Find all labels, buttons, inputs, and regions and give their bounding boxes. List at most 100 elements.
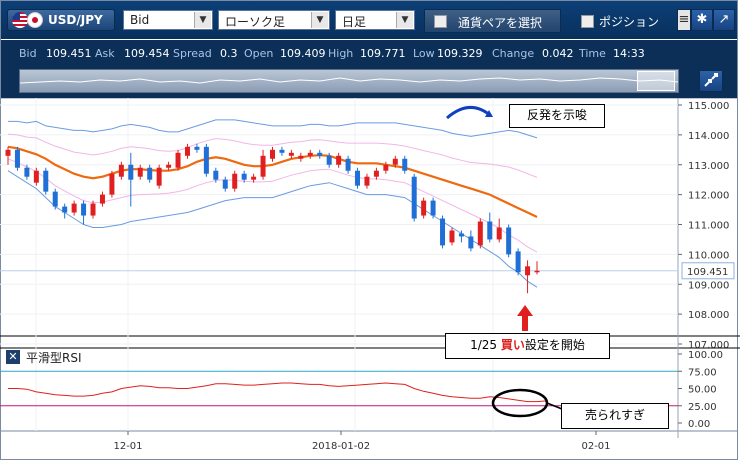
candle-body [307,152,313,156]
position-checkbox[interactable] [581,15,594,28]
timeframe-select[interactable]: 日足 ▼ [335,10,415,30]
candle-body [392,158,398,165]
candle-body [421,200,427,216]
candle-body [184,146,190,156]
candle-body [336,155,342,165]
price-type-value: Bid [130,13,150,27]
buy-callout: 1/25 買い設定を開始 [445,333,610,359]
change-label: Change [492,47,535,60]
chart-type-value: ローソク足 [225,15,286,29]
oversold-circle [491,388,549,418]
reversal-text: 反発を示唆 [526,108,587,122]
time-label: Time [579,47,606,60]
candle-body [81,203,87,216]
candle-body [449,230,455,243]
currency-pair-button[interactable]: USD/JPY [7,9,115,31]
candle-body [326,155,332,165]
candle-body [232,173,238,189]
candle-body [222,179,228,189]
candle-body [534,270,540,273]
candle-body [109,173,115,195]
candle-body [24,167,30,177]
rsi-tick-label: 50.00 [688,385,717,396]
ask-label: Ask [95,47,115,60]
bid-label: Bid [19,47,37,60]
candle-body [99,194,105,204]
candle-body [468,236,474,249]
oversold-text: 売られすぎ [584,408,645,422]
candle-body [213,170,219,180]
select-pair-button[interactable]: 通貨ペアを選択 [424,9,561,33]
price-tick-label: 108.000 [688,310,729,321]
reversal-callout: 反発を示唆 [509,104,605,128]
candle-body [364,176,370,186]
date-tick-label: 12-01 [113,441,142,452]
spread-value: 0.3 [220,47,238,60]
rsi-tick-label: 25.00 [688,402,717,413]
high-label: High [328,47,354,60]
popout-icon[interactable]: ↗ [713,9,735,31]
rsi-label: 平滑型RSI [26,351,82,365]
reversal-arrowhead [485,110,493,117]
chevron-down-icon: ▼ [194,12,211,28]
high-value: 109.771 [360,47,406,60]
rsi-tick-label: 0.00 [688,419,710,430]
price-tick-label: 111.000 [688,221,729,232]
reversal-arc [446,106,492,120]
jp-flag-icon [27,12,43,28]
candle-body [411,176,417,219]
candle-body [279,149,285,153]
rsi-panel: 100.00 75.00 50.00 25.00 0.00 [0,350,723,430]
candle-body [525,266,531,276]
range-navigator [1,66,737,98]
bid-value: 109.451 [46,47,92,60]
candles [5,143,540,294]
open-value: 109.409 [280,47,326,60]
candle-body [241,173,247,180]
candle-body [383,164,389,171]
navigator-window[interactable] [637,71,675,91]
currency-pair-label: USD/JPY [48,13,103,27]
open-label: Open [244,47,274,60]
buy-suffix-text: 設定を開始 [524,338,585,352]
close-icon[interactable]: ✕ [6,350,20,364]
zoom-toggle-icon[interactable] [699,70,723,92]
candle-body [288,152,294,156]
price-type-select[interactable]: Bid ▼ [123,10,213,30]
ask-value: 109.454 [124,47,170,60]
pair-checkbox[interactable] [434,15,447,28]
candle-body [156,167,162,186]
menu-icon[interactable]: ≡ [677,9,691,31]
candle-body [175,152,181,168]
buy-date-text: 1/25 [470,338,501,352]
price-tick-label: 113.000 [688,161,729,172]
rsi-line [8,382,547,403]
gear-icon[interactable]: ✱ [691,9,713,31]
candle-body [71,203,77,213]
navigator-track[interactable] [19,69,679,93]
quote-bar: Bid 109.451 Ask 109.454 Spread 0.3 Open … [1,40,737,66]
bollinger-upper [8,119,538,139]
chart-type-select[interactable]: ローソク足 ▼ [218,10,330,30]
candle-body [506,227,512,255]
toolbar: USD/JPY Bid ▼ ローソク足 ▼ 日足 ▼ 通貨ペアを選択 ポジション… [1,1,737,39]
candle-body [355,170,361,186]
price-tick-label: 107.000 [688,340,729,351]
moving-average-line [7,145,538,218]
candle-body [402,158,408,171]
buy-arrow-shaft [522,315,528,331]
rsi-tick-label: 100.00 [688,350,723,361]
candle-body [270,149,275,159]
price-tick-label: 115.000 [688,101,729,112]
candle-body [166,164,172,168]
candle-body [440,218,446,246]
candle-body [33,170,39,183]
candle-body [137,167,143,177]
current-price-tag [681,262,735,280]
position-toggle[interactable]: ポジション [577,9,675,33]
chart-grid [0,98,740,438]
candle-body [430,200,436,216]
bollinger-inner-lower [7,158,538,253]
buy-arrowhead [517,305,533,316]
price-chart[interactable]: 115.000 114.000 113.000 112.000 111.000 110.0… [0,98,740,463]
